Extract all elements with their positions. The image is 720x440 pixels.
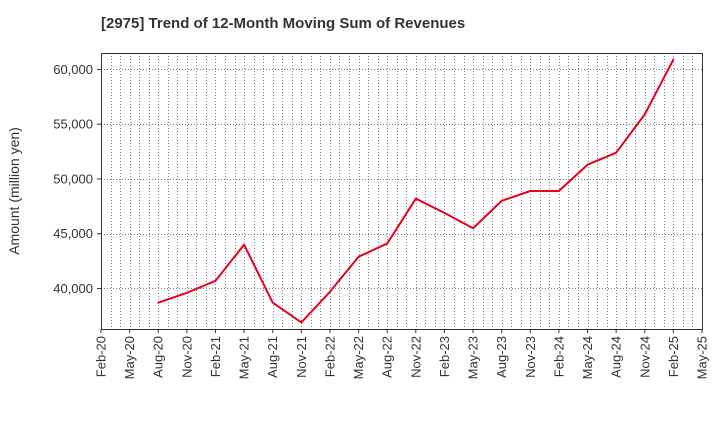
x-tick-label: Nov-20: [179, 336, 194, 378]
data-point: [386, 243, 388, 245]
x-tick-label: Nov-23: [523, 336, 538, 378]
x-tick-label: May-21: [237, 336, 252, 379]
data-point: [587, 164, 589, 166]
data-point: [644, 113, 646, 115]
data-point: [501, 200, 503, 202]
y-tick-label: 60,000: [53, 62, 93, 77]
x-tick-label: Feb-25: [666, 336, 681, 377]
data-point: [558, 190, 560, 192]
x-tick-label: Feb-22: [322, 336, 337, 377]
data-point: [358, 256, 360, 258]
x-tick-label: Aug-24: [609, 336, 624, 378]
x-tick-label: May-24: [580, 336, 595, 379]
x-tick-label: Feb-23: [437, 336, 452, 377]
x-tick-label: Aug-20: [151, 336, 166, 378]
x-tick-label: Nov-24: [637, 336, 652, 378]
data-point: [443, 212, 445, 214]
x-tick-label: Nov-21: [294, 336, 309, 378]
series-layer: [157, 58, 675, 324]
data-point: [186, 292, 188, 294]
data-point: [529, 190, 531, 192]
grid: [101, 53, 702, 329]
data-point: [272, 302, 274, 304]
data-point: [415, 198, 417, 200]
data-point: [615, 152, 617, 154]
x-tick-label: Feb-21: [208, 336, 223, 377]
data-point: [329, 291, 331, 293]
data-point: [672, 59, 674, 61]
x-tick-label: May-25: [695, 336, 710, 379]
y-tick-label: 45,000: [53, 226, 93, 241]
x-tick-label: May-20: [122, 336, 137, 379]
x-tick-label: May-22: [351, 336, 366, 379]
y-axis: 40,000 45,000 50,000 55,000 60,000: [53, 62, 101, 296]
chart-title: [2975] Trend of 12-Month Moving Sum of R…: [101, 15, 466, 32]
x-tick-label: Feb-20: [94, 336, 109, 377]
data-point: [157, 302, 159, 304]
data-point: [243, 244, 245, 246]
x-axis: Feb-20 May-20 Aug-20 Nov-20 Feb-21 May-21 Aug-…: [94, 329, 710, 379]
x-tick-label: Feb-24: [551, 336, 566, 377]
data-point: [214, 280, 216, 282]
x-tick-label: Aug-22: [380, 336, 395, 378]
data-point: [300, 321, 302, 323]
x-tick-label: Aug-21: [265, 336, 280, 378]
y-tick-label: 55,000: [53, 117, 93, 132]
plot-frame: [101, 53, 703, 330]
series-line: [157, 58, 675, 324]
y-tick-label: 40,000: [53, 281, 93, 296]
y-tick-label: 50,000: [53, 171, 93, 186]
x-tick-label: Nov-22: [408, 336, 423, 378]
y-axis-label: Amount (million yen): [6, 127, 22, 255]
data-point: [472, 227, 474, 229]
x-tick-label: Aug-23: [494, 336, 509, 378]
x-tick-label: May-23: [466, 336, 481, 379]
